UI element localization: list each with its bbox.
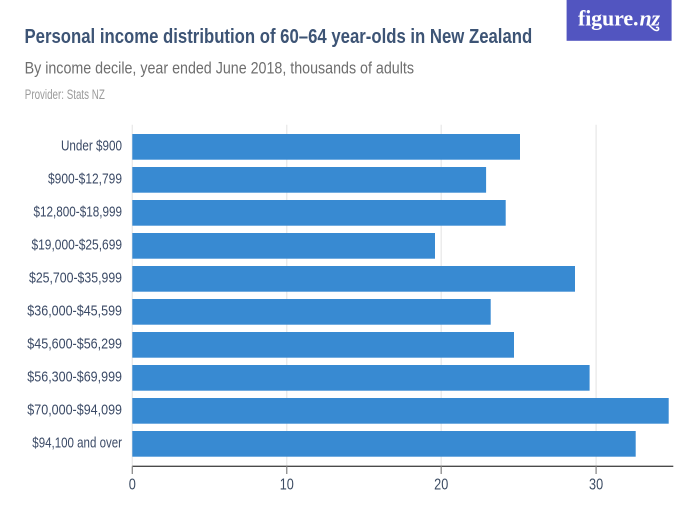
svg-text:20: 20 (434, 475, 448, 493)
svg-text:nz: nz (640, 5, 661, 30)
svg-text:$36,000-$45,599: $36,000-$45,599 (27, 303, 122, 320)
svg-text:Under $900: Under $900 (61, 138, 122, 155)
svg-text:Personal income distribution o: Personal income distribution of 60–64 ye… (25, 26, 533, 48)
svg-text:$70,000-$94,099: $70,000-$94,099 (27, 402, 122, 419)
svg-text:Provider: Stats NZ: Provider: Stats NZ (25, 87, 105, 102)
svg-text:By income decile, year ended J: By income decile, year ended June 2018, … (25, 60, 414, 78)
svg-text:0: 0 (129, 475, 136, 493)
svg-text:$900-$12,799: $900-$12,799 (48, 171, 122, 188)
svg-text:$45,600-$56,299: $45,600-$56,299 (27, 336, 122, 353)
svg-text:30: 30 (589, 475, 603, 493)
svg-text:$19,000-$25,699: $19,000-$25,699 (32, 237, 123, 254)
svg-text:$94,100 and over: $94,100 and over (32, 435, 122, 452)
svg-text:$56,300-$69,999: $56,300-$69,999 (27, 369, 122, 386)
svg-text:10: 10 (280, 475, 294, 493)
svg-text:figure.: figure. (578, 5, 639, 30)
svg-text:$25,700-$35,999: $25,700-$35,999 (29, 270, 122, 287)
svg-text:$12,800-$18,999: $12,800-$18,999 (34, 204, 123, 221)
